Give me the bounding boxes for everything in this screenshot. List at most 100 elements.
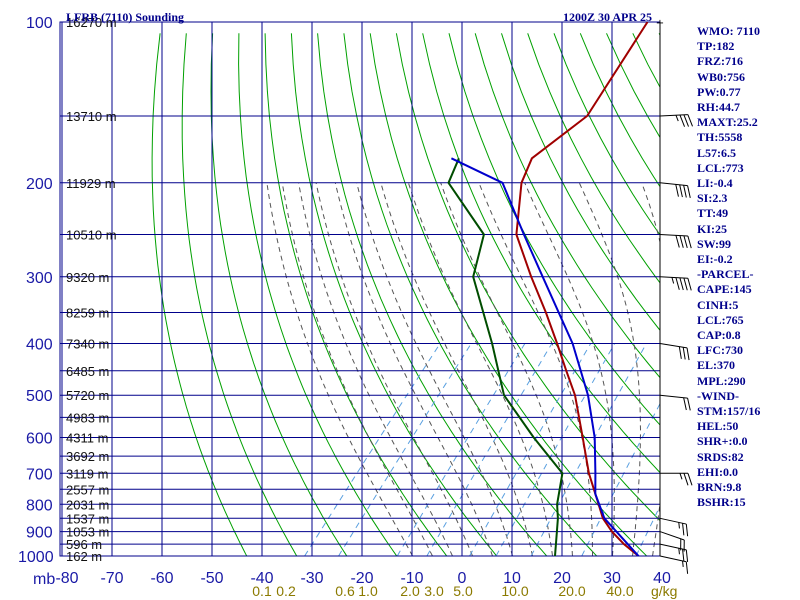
wind-barb [659,555,689,574]
mixing-ratio-tick-label: 1.0 [358,583,378,599]
stability-index-item: L57:6.5 [697,145,736,160]
dry-adiabat-line [422,33,660,474]
stability-index-item: HEL:50 [697,419,739,434]
wind-barb-flag [687,278,692,291]
wind-barb [660,472,693,486]
temperature-tick-label: -80 [55,570,78,587]
wind-barb-staff [659,531,685,541]
stability-index-item: SRDS:82 [697,449,744,464]
temperature-tick-label: -70 [100,570,123,587]
dry-adiabat-line [764,33,800,567]
temperature-tick-label: -10 [400,570,423,587]
stability-index-item: EI:-0.2 [697,252,733,267]
wind-barb-staff [659,543,687,551]
pressure-tick-label: 200 [26,176,53,193]
wind-barb-flag [687,473,693,486]
stability-index-item: -PARCEL- [697,267,754,282]
stability-index-item: EL:370 [697,358,736,373]
moist-adiabat-line [281,182,433,556]
height-tick-label: 162 m [66,549,102,564]
wind-barb-flag [687,185,691,199]
wind-barb-flag [683,473,689,486]
wind-barb-flag [685,561,689,574]
wind-barb [659,182,691,199]
wind-barb-staff [659,182,688,187]
wind-barb-half-flag [675,115,679,122]
mixing-ratio-tick-label: 2.0 [400,583,420,599]
wind-barb-flag [683,277,688,291]
height-tick-label: 10510 m [66,228,117,243]
dry-adiabat-line [238,33,398,556]
dry-adiabat-line [210,33,348,556]
height-tick-label: 2031 m [66,497,109,512]
mixing-ratio-line [338,343,472,556]
mixing-ratio-tick-label: 3.0 [424,583,444,599]
wind-barb-half-flag [678,522,680,529]
wind-axis-marker: + [656,18,664,29]
wind-barb-flag [687,114,693,127]
dry-adiabat-line [181,33,298,556]
height-tick-label: 11929 m [66,176,116,191]
wind-barb-flag [687,398,691,411]
stability-index-item: RH:44.7 [697,100,740,115]
moist-adiabat-line [578,182,641,556]
mixing-ratio-tick-label: 0.1 [252,583,272,599]
moist-adiabats [266,182,660,556]
stability-index-item: BSHR:15 [697,495,746,510]
mixing-ratio-line [396,343,526,556]
stability-index-item: LCL:773 [697,160,744,175]
temperature-profile-line [515,22,649,556]
pressure-tick-label: 900 [26,525,53,542]
mixing-ratio-tick-label: 10.0 [501,583,528,599]
stability-index-item: LFC:730 [697,343,743,358]
dry-adiabat-line [343,33,598,556]
pressure-tick-label: 300 [26,270,53,287]
dry-adiabat-line [579,33,660,188]
dry-adiabat-line [553,33,660,236]
dry-adiabat-line [151,33,248,556]
height-tick-label: 596 m [66,537,102,552]
stability-index-item: TH:5558 [697,130,743,145]
moist-adiabat-line [524,182,615,556]
wind-barb-flag [675,184,679,197]
stability-index-item: SHR+:0.0 [697,434,748,449]
wind-barb-flag [683,397,687,411]
stability-index-item: MPL:290 [697,373,746,388]
stability-index-item: CINH:5 [697,297,739,312]
wind-barb [659,343,690,361]
wind-barb-staff [659,276,688,279]
height-tick-label: 4311 m [66,431,108,446]
stability-index-item: BRN:9.8 [697,480,742,495]
mixing-ratio-line [581,402,660,556]
observation-time: 1200Z 30 APR 25 [563,10,652,24]
sounding-profiles [447,22,649,556]
pressure-tick-label: 500 [26,388,53,405]
wind-profile: + [656,18,693,574]
stability-index-item: LCL:765 [697,312,744,327]
wind-barb [659,517,689,537]
stability-index-item: KI:25 [697,221,727,236]
mixing-ratio-line [530,343,647,556]
height-tick-label: 1537 m [66,511,109,526]
stability-index-item: PW:0.77 [697,84,741,99]
wind-barb-half-flag [682,560,684,568]
pressure-tick-label: 1000 [18,549,54,566]
temperature-tick-label: 30 [603,570,621,587]
height-tick-label: 9320 m [66,270,109,285]
stability-index-item: EHI:0.0 [697,464,739,479]
wind-barb-flag [687,235,692,249]
height-tick-label: 8259 m [66,306,109,321]
wind-barb [659,531,685,552]
wind-barb-flag [683,114,689,127]
wind-barb-half-flag [671,277,675,284]
mixing-ratio-tick-label: 40.0 [606,583,633,599]
height-tick-label: 6485 m [66,364,109,379]
wind-barb-flag [683,235,688,249]
wind-barb-flag [679,235,684,248]
temperature-tick-label: -40 [250,570,273,587]
dry-adiabat-line [290,33,498,556]
dry-adiabat-line [317,33,548,556]
temperature-tick-label: -50 [200,570,223,587]
wind-barb-half-flag [678,548,680,555]
